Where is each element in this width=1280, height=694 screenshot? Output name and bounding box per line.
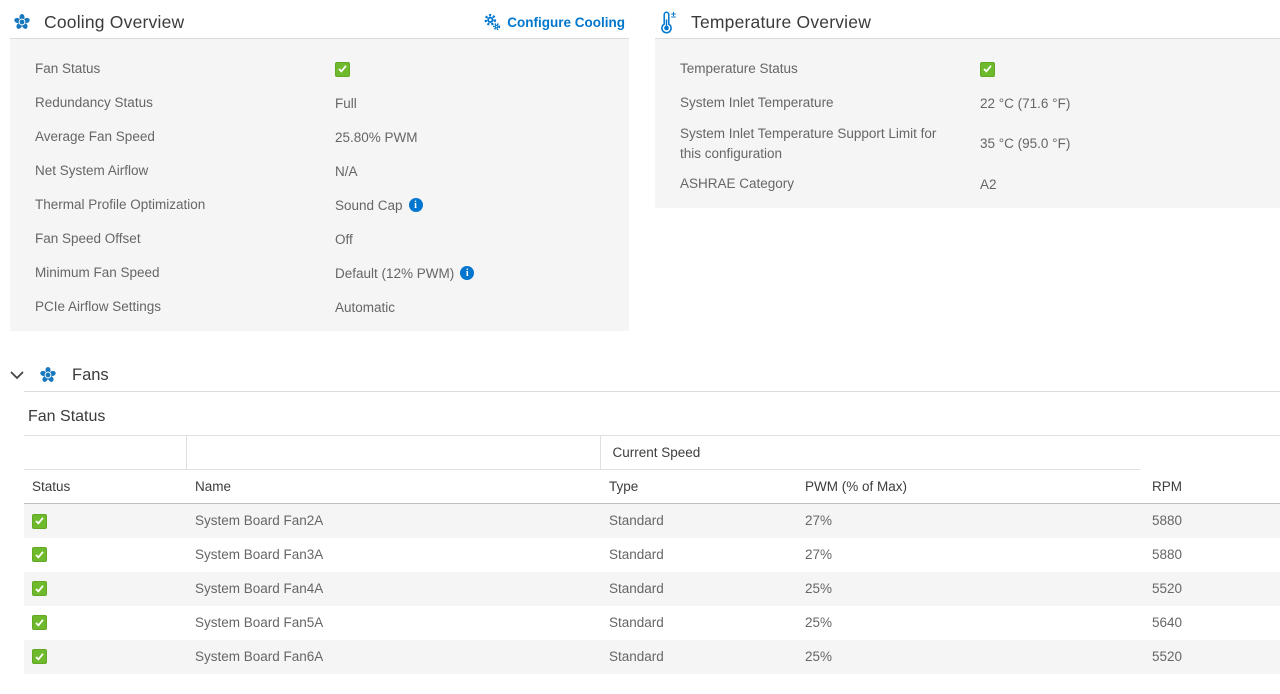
- cooling-row-net-airflow: Net System Airflow N/A: [35, 163, 358, 179]
- configure-cooling-link[interactable]: Configure Cooling: [483, 13, 627, 31]
- table-row: System Board Fan6A Standard 25% 5520: [24, 639, 1280, 674]
- status-ok-icon: [32, 649, 47, 665]
- table-row: System Board Fan3A Standard 27% 5880: [24, 538, 1280, 572]
- status-ok-icon: [980, 61, 995, 77]
- temperature-overview-title: Temperature Overview: [691, 11, 872, 32]
- status-ok-icon: [32, 547, 47, 563]
- temp-row-inlet: System Inlet Temperature 22 °C (71.6 °F): [680, 95, 1071, 111]
- col-header-rpm: RPM: [1140, 469, 1280, 504]
- cooling-overview-body: Fan Status Redundancy Status Full Averag…: [10, 39, 629, 331]
- col-header-name: Name: [186, 469, 600, 504]
- temperature-overview-body: Temperature Status System Inlet Temperat…: [655, 39, 1280, 209]
- status-ok-icon: [32, 581, 47, 597]
- info-icon[interactable]: i: [408, 198, 423, 212]
- status-ok-icon: [335, 61, 350, 77]
- fan-icon: [12, 12, 32, 32]
- temp-row-support-limit: System Inlet Temperature Support Limit f…: [680, 126, 1071, 161]
- cooling-row-redundancy: Redundancy Status Full: [35, 95, 357, 111]
- fans-section-header: Fans: [0, 360, 1280, 390]
- table-group-header-row: Current Speed: [24, 435, 1280, 470]
- temp-row-status: Temperature Status: [655, 52, 1280, 86]
- temp-row-ashrae: ASHRAE Category A2: [680, 176, 997, 192]
- cooling-overview-title: Cooling Overview: [44, 11, 185, 32]
- gears-icon: [483, 13, 501, 31]
- col-header-pwm: PWM (% of Max): [793, 469, 1140, 504]
- thermometer-icon: ±: [657, 10, 679, 34]
- table-row: System Board Fan2A Standard 27% 5880: [24, 503, 1280, 538]
- status-ok-icon: [32, 615, 47, 631]
- cooling-row-fan-status: Fan Status: [10, 52, 629, 86]
- table-header-row: Status Name Type PWM (% of Max) RPM: [24, 469, 1280, 504]
- fan-status-table-title: Fan Status: [28, 408, 106, 425]
- cooling-row-avg-fan-speed: Average Fan Speed 25.80% PWM: [35, 129, 418, 145]
- svg-text:±: ±: [671, 10, 676, 20]
- fans-section-title: Fans: [72, 365, 109, 384]
- current-speed-group-header: Current Speed: [600, 435, 1140, 470]
- cooling-row-thermal-profile: Thermal Profile Optimization Sound Cap i: [10, 188, 629, 222]
- cooling-row-pcie-airflow: PCIe Airflow Settings Automatic: [35, 299, 396, 315]
- fan-icon: [38, 365, 58, 385]
- fan-status-table: Current Speed Status Name Type PWM (% of…: [24, 435, 1280, 674]
- table-row: System Board Fan5A Standard 25% 5640: [24, 606, 1280, 640]
- cooling-row-fan-speed-offset: Fan Speed Offset Off: [35, 231, 353, 247]
- status-ok-icon: [32, 513, 47, 529]
- cooling-row-minimum-fan-speed: Minimum Fan Speed Default (12% PWM) i: [10, 256, 629, 290]
- configure-cooling-label: Configure Cooling: [507, 14, 625, 30]
- chevron-down-icon[interactable]: [6, 367, 28, 384]
- temperature-overview-header: ± Temperature Overview: [655, 6, 1280, 39]
- table-row: System Board Fan4A Standard 25% 5520: [24, 571, 1280, 606]
- cooling-overview-header: Cooling Overview Configure Cooling: [10, 6, 629, 39]
- col-header-type: Type: [600, 469, 793, 504]
- info-icon[interactable]: i: [460, 266, 475, 280]
- temperature-overview-panel: ± Temperature Overview Temperature Statu…: [655, 6, 1280, 209]
- fans-section-divider: [24, 391, 1280, 392]
- col-header-status: Status: [24, 469, 186, 504]
- cooling-overview-panel: Cooling Overview Configure Cooling Fan S…: [10, 6, 629, 331]
